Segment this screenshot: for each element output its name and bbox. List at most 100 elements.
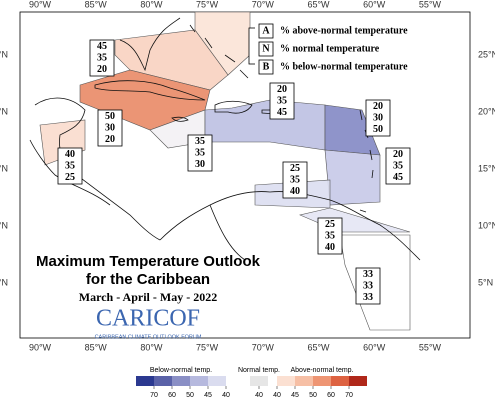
probability-above: 35 [195,136,205,147]
probability-normal: 35 [195,147,205,158]
latitude-label: 25°N [0,49,8,59]
longitude-label: 65°W [307,0,330,9]
colorbar-swatch [313,376,331,386]
longitude-label: 90°W [29,0,52,9]
longitude-label: 80°W [140,0,163,9]
probability-below: 45 [393,172,403,183]
probability-below: 40 [290,186,300,197]
probability-normal: 33 [363,280,373,291]
key-text: % normal temperature [280,43,380,54]
key-panel [255,22,417,78]
logo: CARICOF [96,306,200,332]
probability-below: 33 [363,292,373,303]
probability-normal: 30 [373,112,383,123]
probability-box [385,147,411,185]
latitude-label: 5°N [0,277,8,287]
colorbar-label: Normal temp. [238,367,280,374]
latitude-label: 10°N [0,220,8,230]
colorbar-swatch [208,376,226,386]
longitude-label: 65°W [307,342,330,352]
colorbar-tick-label: 45 [291,392,299,399]
longitude-label: 75°W [196,0,219,9]
probability-normal: 35 [277,95,287,106]
longitude-label: 55°W [419,342,442,352]
probability-box [282,161,308,199]
longitude-label: 55°W [419,0,442,9]
title-line: Maximum Temperature Outlook [36,253,261,270]
colorbar-swatch [172,376,190,386]
probability-above: 50 [105,111,115,122]
probability-below: 20 [105,134,115,145]
colorbar-swatch [250,376,268,386]
colorbar-tick-label: 70 [345,392,353,399]
colorbar-swatch [331,376,349,386]
probability-box [365,99,391,137]
probability-normal: 35 [97,52,107,63]
colorbar-tick-label: 50 [186,392,194,399]
probability-below: 20 [97,64,107,75]
subtitle: March - April - May - 2022 [79,290,217,304]
probability-above: 40 [65,149,75,160]
probability-above: 25 [290,163,300,174]
longitude-label: 85°W [85,342,108,352]
probability-below: 50 [373,124,383,135]
key-letter-box [258,59,274,75]
colorbar-label: Below-normal temp. [150,367,212,374]
longitude-label: 70°W [252,342,275,352]
region [194,11,251,76]
longitude-label: 70°W [252,0,275,9]
colorbar-tick-label: 60 [327,392,335,399]
colorbar-tick-label: 40 [273,392,281,399]
probability-above: 25 [325,219,335,230]
colorbar-tick-label: 70 [150,392,158,399]
probability-box [269,82,295,120]
latitude-label: 5°N [478,277,493,287]
probability-normal: 35 [393,160,403,171]
probability-box [57,147,83,185]
title-line: for the Caribbean [86,271,210,288]
longitude-label: 85°W [85,0,108,9]
key-letter-box [258,23,274,39]
colorbar-label: Above-normal temp. [290,367,353,374]
colorbar-swatch [349,376,367,386]
colorbar-swatch [154,376,172,386]
probability-below: 45 [277,107,287,118]
colorbar-swatch [277,376,295,386]
latitude-label: 20°N [478,106,495,116]
key-text: % below-normal temperature [280,61,408,72]
probability-box [355,267,381,305]
probability-box [97,109,123,147]
colorbar-swatch [136,376,154,386]
probability-box [89,39,115,77]
probability-above: 20 [373,101,383,112]
probability-below: 25 [65,172,75,183]
logo-tagline: CARIBBEAN CLIMATE OUTLOOK FORUM [95,334,202,340]
latitude-label: 15°N [0,163,8,173]
probability-above: 20 [277,84,287,95]
colorbar-swatch [295,376,313,386]
probability-normal: 35 [65,160,75,171]
probability-normal: 30 [105,122,115,133]
key-letter: A [262,25,270,36]
probability-normal: 35 [290,174,300,185]
colorbar-swatch [190,376,208,386]
longitude-label: 75°W [196,342,219,352]
probability-box [187,134,213,172]
key-letter-box [258,41,274,57]
longitude-label: 60°W [363,342,386,352]
probability-box [317,217,343,255]
latitude-label: 10°N [478,220,495,230]
key-letter: B [263,61,270,72]
longitude-label: 80°W [140,342,163,352]
colorbar-tick-label: 45 [204,392,212,399]
key-letter: N [262,43,270,54]
probability-normal: 35 [325,230,335,241]
longitude-label: 90°W [29,342,52,352]
longitude-label: 60°W [363,0,386,9]
colorbar-tick-label: 50 [309,392,317,399]
probability-below: 30 [195,159,205,170]
latitude-label: 15°N [478,163,495,173]
colorbar-tick-label: 60 [168,392,176,399]
probability-above: 20 [393,149,403,160]
